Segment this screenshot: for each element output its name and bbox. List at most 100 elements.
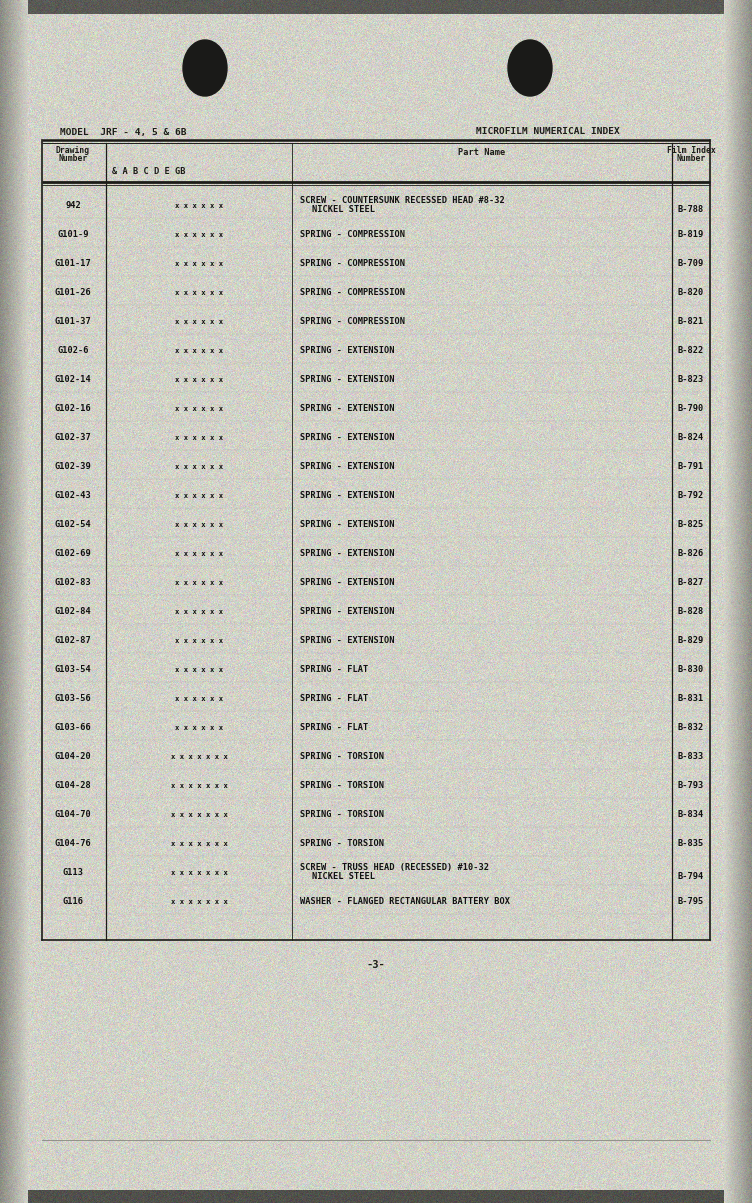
Text: MICROFILM NUMERICAL INDEX: MICROFILM NUMERICAL INDEX	[476, 128, 620, 136]
Text: x x x x x x: x x x x x x	[175, 435, 223, 442]
Text: G102-6: G102-6	[57, 346, 89, 355]
Text: SPRING - FLAT: SPRING - FLAT	[300, 723, 368, 731]
Text: x x x x x x: x x x x x x	[175, 609, 223, 615]
Text: x x x x x x x: x x x x x x x	[171, 841, 227, 847]
Text: B-834: B-834	[678, 810, 704, 819]
Text: SPRING - TORSION: SPRING - TORSION	[300, 838, 384, 848]
Text: G116: G116	[62, 897, 83, 906]
Text: B-791: B-791	[678, 462, 704, 472]
Text: SPRING - EXTENSION: SPRING - EXTENSION	[300, 636, 395, 645]
Text: G102-54: G102-54	[55, 520, 92, 529]
Text: B-823: B-823	[678, 375, 704, 384]
Text: x x x x x x: x x x x x x	[175, 405, 223, 411]
Text: B-788: B-788	[678, 205, 704, 214]
Text: SPRING - EXTENSION: SPRING - EXTENSION	[300, 577, 395, 587]
Text: Part Name: Part Name	[459, 148, 505, 158]
Text: Number: Number	[676, 154, 705, 162]
Text: x x x x x x x: x x x x x x x	[171, 754, 227, 760]
Text: Number: Number	[59, 154, 88, 162]
Text: B-825: B-825	[678, 520, 704, 529]
Text: x x x x x x: x x x x x x	[175, 725, 223, 731]
Text: SPRING - EXTENSION: SPRING - EXTENSION	[300, 375, 395, 384]
Text: NICKEL STEEL: NICKEL STEEL	[312, 205, 375, 214]
Text: SPRING - FLAT: SPRING - FLAT	[300, 665, 368, 674]
Text: SPRING - EXTENSION: SPRING - EXTENSION	[300, 520, 395, 529]
Text: G113: G113	[62, 869, 83, 877]
Text: SPRING - EXTENSION: SPRING - EXTENSION	[300, 404, 395, 413]
Text: x x x x x x: x x x x x x	[175, 261, 223, 267]
Text: SPRING - TORSION: SPRING - TORSION	[300, 810, 384, 819]
Text: x x x x x x x: x x x x x x x	[171, 812, 227, 818]
Text: G104-70: G104-70	[55, 810, 92, 819]
Text: SPRING - COMPRESSION: SPRING - COMPRESSION	[300, 288, 405, 297]
Text: B-830: B-830	[678, 665, 704, 674]
Text: G102-43: G102-43	[55, 491, 92, 500]
Text: SPRING - TORSION: SPRING - TORSION	[300, 752, 384, 761]
Text: G102-83: G102-83	[55, 577, 92, 587]
Text: G102-69: G102-69	[55, 549, 92, 558]
Text: x x x x x x: x x x x x x	[175, 290, 223, 296]
Text: G102-39: G102-39	[55, 462, 92, 472]
Text: B-831: B-831	[678, 694, 704, 703]
Text: B-795: B-795	[678, 897, 704, 906]
Text: G101-17: G101-17	[55, 259, 92, 268]
Text: G102-87: G102-87	[55, 636, 92, 645]
Text: x x x x x x: x x x x x x	[175, 666, 223, 672]
Text: B-829: B-829	[678, 636, 704, 645]
Text: B-824: B-824	[678, 433, 704, 442]
Text: NICKEL STEEL: NICKEL STEEL	[312, 872, 375, 881]
Text: SCREW - TRUSS HEAD (RECESSED) #10-32: SCREW - TRUSS HEAD (RECESSED) #10-32	[300, 863, 489, 872]
Text: SCREW - COUNTERSUNK RECESSED HEAD #8-32: SCREW - COUNTERSUNK RECESSED HEAD #8-32	[300, 196, 505, 205]
Text: SPRING - FLAT: SPRING - FLAT	[300, 694, 368, 703]
Text: B-793: B-793	[678, 781, 704, 790]
Text: G104-76: G104-76	[55, 838, 92, 848]
Ellipse shape	[183, 40, 227, 96]
Text: x x x x x x: x x x x x x	[175, 464, 223, 470]
Text: B-821: B-821	[678, 318, 704, 326]
Text: x x x x x x: x x x x x x	[175, 551, 223, 557]
Text: B-819: B-819	[678, 230, 704, 239]
Text: x x x x x x: x x x x x x	[175, 377, 223, 383]
Text: B-832: B-832	[678, 723, 704, 731]
Text: B-792: B-792	[678, 491, 704, 500]
Text: G104-28: G104-28	[55, 781, 92, 790]
Text: WASHER - FLANGED RECTANGULAR BATTERY BOX: WASHER - FLANGED RECTANGULAR BATTERY BOX	[300, 897, 510, 906]
Text: B-826: B-826	[678, 549, 704, 558]
Text: Film Index: Film Index	[666, 146, 715, 155]
Text: SPRING - EXTENSION: SPRING - EXTENSION	[300, 608, 395, 616]
Text: G102-16: G102-16	[55, 404, 92, 413]
Text: G101-9: G101-9	[57, 230, 89, 239]
Text: SPRING - EXTENSION: SPRING - EXTENSION	[300, 433, 395, 442]
Text: x x x x x x: x x x x x x	[175, 522, 223, 528]
Text: SPRING - EXTENSION: SPRING - EXTENSION	[300, 491, 395, 500]
Text: SPRING - COMPRESSION: SPRING - COMPRESSION	[300, 318, 405, 326]
Text: G103-66: G103-66	[55, 723, 92, 731]
Text: G103-54: G103-54	[55, 665, 92, 674]
Text: SPRING - EXTENSION: SPRING - EXTENSION	[300, 346, 395, 355]
Text: x x x x x x: x x x x x x	[175, 203, 223, 209]
Text: B-822: B-822	[678, 346, 704, 355]
Text: B-833: B-833	[678, 752, 704, 761]
Text: x x x x x x: x x x x x x	[175, 493, 223, 499]
Text: -3-: -3-	[367, 960, 385, 970]
Text: SPRING - COMPRESSION: SPRING - COMPRESSION	[300, 259, 405, 268]
Text: SPRING - EXTENSION: SPRING - EXTENSION	[300, 462, 395, 472]
Text: B-820: B-820	[678, 288, 704, 297]
Text: SPRING - TORSION: SPRING - TORSION	[300, 781, 384, 790]
Text: x x x x x x x: x x x x x x x	[171, 783, 227, 789]
Text: x x x x x x: x x x x x x	[175, 348, 223, 354]
Text: 942: 942	[65, 201, 81, 211]
Text: G102-37: G102-37	[55, 433, 92, 442]
Text: B-828: B-828	[678, 608, 704, 616]
Text: x x x x x x: x x x x x x	[175, 697, 223, 703]
Text: x x x x x x x: x x x x x x x	[171, 899, 227, 905]
Text: x x x x x x x: x x x x x x x	[171, 870, 227, 876]
Text: B-827: B-827	[678, 577, 704, 587]
Text: SPRING - COMPRESSION: SPRING - COMPRESSION	[300, 230, 405, 239]
Text: B-790: B-790	[678, 404, 704, 413]
Ellipse shape	[508, 40, 552, 96]
Text: G102-84: G102-84	[55, 608, 92, 616]
Text: B-794: B-794	[678, 872, 704, 881]
Text: MODEL  JRF - 4, 5 & 6B: MODEL JRF - 4, 5 & 6B	[60, 128, 186, 136]
Text: x x x x x x: x x x x x x	[175, 638, 223, 644]
